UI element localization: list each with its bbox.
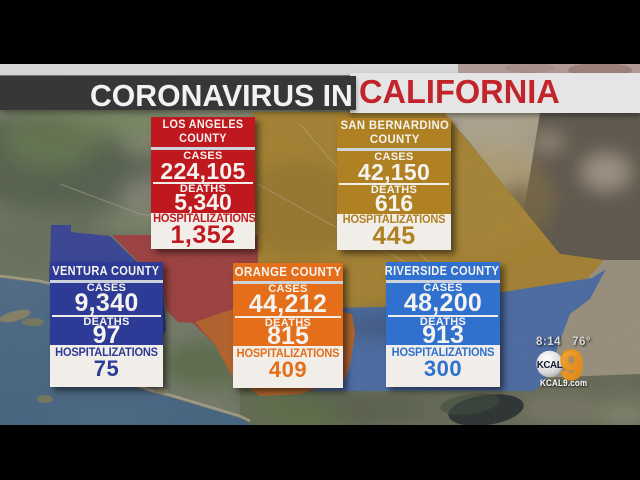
svg-text:KCAL: KCAL — [537, 360, 563, 371]
svg-text:9: 9 — [561, 344, 583, 388]
